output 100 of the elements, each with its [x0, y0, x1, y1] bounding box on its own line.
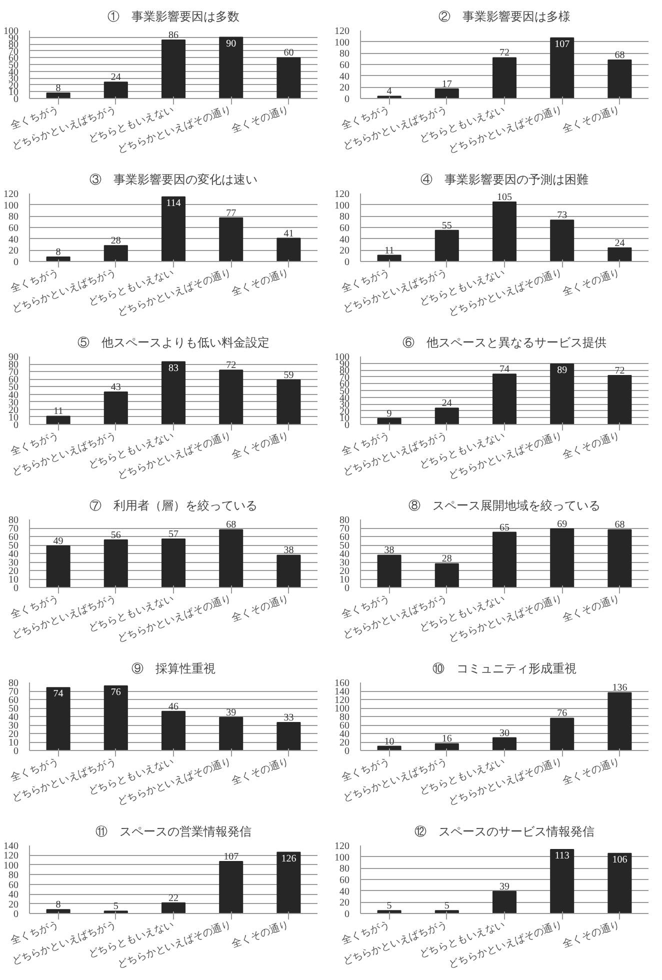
data-label: 56: [110, 530, 121, 541]
y-tick-label: 140: [4, 841, 18, 852]
data-label: 16: [442, 734, 452, 745]
x-tick-label: 全くその通り: [230, 918, 291, 950]
y-tick-label: 20: [8, 899, 18, 910]
y-tick-label: 60: [340, 720, 350, 732]
y-tick-label: 60: [340, 223, 350, 234]
y-tick-label: 60: [340, 60, 350, 71]
data-label: 57: [168, 529, 178, 540]
x-tick-label: 全くその通り: [230, 592, 291, 624]
data-label: 76: [557, 708, 568, 720]
data-label: 38: [384, 545, 394, 556]
y-tick-label: 60: [340, 875, 350, 886]
data-label: 68: [614, 520, 625, 531]
y-tick-label: 120: [334, 695, 350, 706]
y-tick-label: 0: [14, 420, 18, 431]
data-label: 105: [497, 192, 512, 203]
data-label: 46: [168, 701, 178, 712]
y-tick-label: 0: [344, 420, 350, 431]
y-tick-label: 50: [8, 540, 18, 552]
data-label: 39: [226, 707, 236, 718]
data-label: 106: [612, 854, 628, 866]
y-tick-label: 80: [340, 515, 350, 526]
y-tick-label: 100: [334, 704, 350, 714]
data-label: 76: [110, 686, 121, 698]
data-label: 126: [281, 853, 296, 864]
data-label: 55: [442, 220, 452, 232]
data-label: 43: [110, 382, 121, 394]
chart-title: ④ 事業影響要因の予測は困難: [420, 172, 588, 186]
data-label: 72: [226, 360, 236, 372]
data-label: 68: [614, 50, 625, 61]
y-tick-label: 100: [4, 860, 18, 872]
data-label: 68: [226, 520, 236, 531]
x-tick-label: 全くその通り: [561, 429, 622, 462]
data-label: 41: [284, 228, 294, 240]
y-tick-label: 40: [340, 549, 350, 560]
chart-title: ③ 事業影響要因の変化は速い: [90, 172, 258, 186]
y-tick-label: 0: [14, 583, 18, 594]
data-label: 77: [226, 208, 236, 219]
y-tick-label: 70: [340, 524, 350, 534]
x-tick-label: 全くその通り: [230, 755, 291, 788]
y-tick-label: 80: [8, 212, 18, 223]
data-label: 113: [554, 850, 570, 862]
y-tick-label: 120: [334, 26, 350, 37]
data-label: 83: [168, 362, 178, 374]
y-tick-label: 120: [4, 189, 18, 200]
data-label: 24: [442, 398, 452, 410]
data-label: 10: [384, 736, 394, 748]
x-tick-label: 全くその通り: [230, 266, 291, 298]
data-label: 24: [614, 238, 625, 249]
x-tick-label: 全くその通り: [561, 266, 622, 298]
data-label: 5: [444, 900, 450, 912]
y-tick-label: 0: [14, 909, 18, 920]
data-label: 86: [168, 30, 178, 42]
data-label: 11: [53, 406, 64, 418]
y-tick-label: 20: [8, 566, 18, 577]
y-tick-label: 80: [8, 678, 18, 689]
data-label: 73: [557, 210, 568, 222]
y-tick-label: 80: [340, 212, 350, 223]
data-label: 107: [224, 852, 239, 863]
data-label: 136: [612, 682, 628, 694]
x-tick-label: 全くその通り: [230, 429, 291, 462]
data-label: 17: [442, 78, 452, 90]
y-tick-label: 0: [344, 94, 350, 105]
data-label: 8: [56, 246, 61, 258]
y-tick-label: 50: [340, 540, 350, 552]
data-label: 107: [554, 38, 570, 50]
y-tick-label: 20: [340, 898, 350, 909]
y-tick-label: 120: [334, 841, 350, 852]
data-label: 30: [500, 728, 510, 739]
chart-title: ⑫ スペースのサービス情報発信: [414, 824, 594, 838]
y-tick-label: 60: [8, 695, 18, 706]
chart-title: ⑨ 採算性重視: [132, 662, 216, 676]
data-label: 28: [110, 236, 121, 247]
data-label: 59: [284, 370, 294, 381]
x-tick-label: 全くその通り: [561, 918, 622, 950]
data-label: 4: [386, 86, 392, 98]
data-label: 72: [614, 366, 625, 377]
data-label: 28: [442, 554, 452, 565]
y-tick-label: 80: [340, 864, 350, 875]
y-tick-label: 80: [340, 48, 350, 60]
data-label: 38: [284, 545, 294, 556]
y-tick-label: 100: [334, 852, 350, 864]
y-tick-label: 80: [340, 712, 350, 723]
chart-title: ⑦ 利用者（層）を絞っている: [90, 498, 258, 512]
y-tick-label: 160: [334, 678, 350, 689]
y-tick-label: 120: [334, 189, 350, 200]
y-tick-label: 0: [14, 257, 18, 268]
y-tick-label: 0: [14, 94, 18, 105]
chart-title: ⑤ 他スペースよりも低い料金設定: [78, 336, 270, 350]
chart-title: ① 事業影響要因は多数: [108, 10, 240, 24]
y-tick-label: 10: [8, 574, 18, 586]
y-tick-label: 10: [340, 574, 350, 586]
y-tick-label: 100: [334, 200, 350, 212]
y-tick-label: 40: [8, 234, 18, 246]
x-tick-label: 全くその通り: [561, 103, 622, 136]
y-tick-label: 70: [8, 686, 18, 698]
y-tick-label: 50: [8, 704, 18, 714]
data-label: 8: [56, 900, 61, 911]
data-label: 11: [384, 245, 394, 256]
